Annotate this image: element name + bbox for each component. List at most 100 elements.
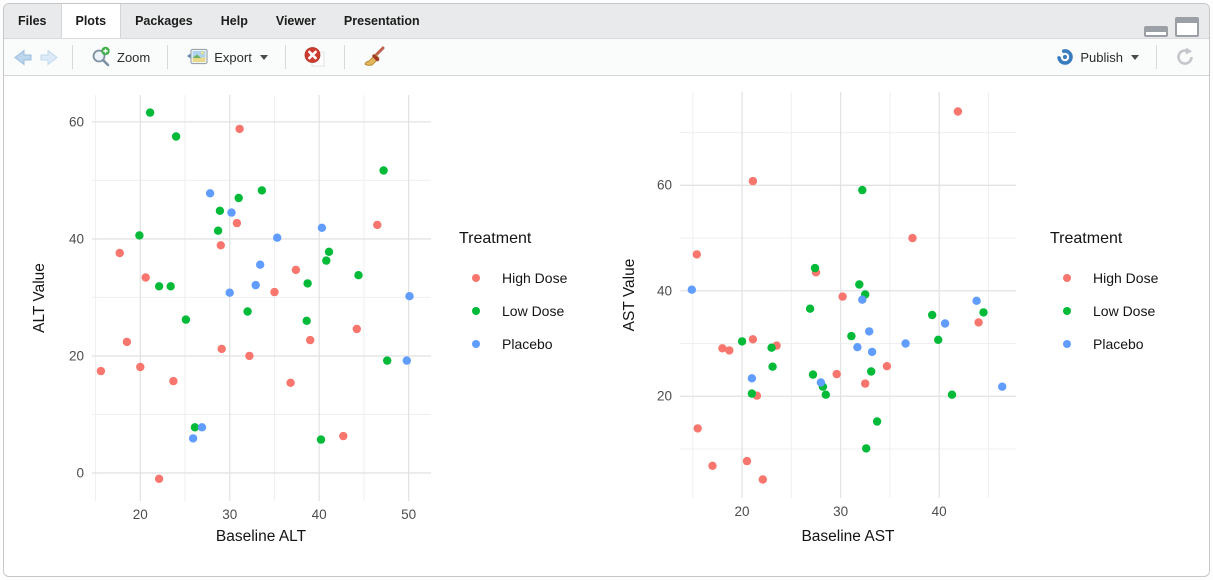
data-point [953,107,963,116]
data-point [235,124,244,134]
alt-x-axis-title: Baseline ALT [215,528,307,545]
maximize-pane-icon[interactable] [1175,17,1199,37]
tab-files[interactable]: Files [4,4,61,38]
data-point [286,378,295,387]
legend-item-high-dose: High Dose [459,261,567,294]
data-point [708,461,717,470]
back-icon[interactable] [12,48,33,67]
forward-icon[interactable] [39,48,60,67]
data-point [882,362,892,371]
data-point [832,369,841,379]
export-button[interactable]: Export [180,44,273,70]
data-point [216,241,225,250]
data-point [302,316,311,325]
alt-scatter-panel [92,95,431,501]
data-point [998,382,1007,391]
pane-window-controls [1144,4,1199,39]
data-point [213,226,223,235]
data-point [687,285,696,294]
data-point [135,231,144,240]
tab-presentation[interactable]: Presentation [330,4,434,38]
data-point [947,390,957,399]
ast-legend: Treatment High Dose Low Dose Placebo [1050,230,1158,360]
clear-all-plots-button[interactable] [357,42,391,72]
data-point [865,327,874,336]
clear-all-broom-icon [362,45,386,69]
ast-scatter-panel [680,92,1016,498]
data-point [270,287,279,297]
data-point [215,206,225,215]
legend-label: Low Dose [1093,302,1156,319]
data-point [972,296,981,305]
data-point [234,193,243,203]
data-point [928,310,937,320]
legend-label: High Dose [502,269,568,286]
ast-y-axis-title: AST Value [621,258,638,332]
data-point [316,435,326,444]
data-point [974,318,983,327]
data-point [251,280,260,290]
refresh-button[interactable] [1169,43,1201,71]
data-point [934,335,943,344]
minimize-pane-icon[interactable] [1144,26,1168,37]
low-dose-dot-icon [1063,306,1071,315]
tab-help-label: Help [220,14,248,28]
legend-label: Placebo [1093,335,1144,352]
alt-legend: Treatment High Dose Low Dose Placebo [459,230,567,360]
remove-plot-icon [303,46,327,68]
remove-plot-button[interactable] [298,43,332,71]
data-point [188,434,198,443]
data-point [908,233,917,243]
data-point [855,280,864,289]
data-point [816,378,826,387]
data-point [858,295,867,304]
data-point [718,344,727,353]
zoom-button[interactable]: Zoom [85,43,155,71]
data-point [145,108,155,117]
zoom-button-label: Zoom [117,49,151,65]
legend-item-low-dose: Low Dose [1050,294,1158,327]
data-point [861,379,870,388]
export-dropdown-caret [259,54,268,60]
data-point [122,337,132,347]
data-point [768,362,777,371]
data-point [862,444,871,453]
data-point [169,376,178,386]
data-point [379,166,388,175]
data-point [383,356,392,365]
toolbar-separator [1156,45,1157,69]
data-point [742,456,752,466]
data-point [115,248,124,258]
placebo-dot-icon [472,339,480,348]
data-point [324,247,334,256]
publish-icon [1055,47,1075,67]
publish-button[interactable]: Publish [1050,44,1144,70]
export-image-icon [185,47,209,67]
data-point [747,374,757,383]
tab-plots-label: Plots [75,14,107,28]
data-point [154,282,164,291]
data-point [810,263,820,273]
data-point [402,356,411,365]
high-dose-dot-icon [1063,273,1071,282]
tab-packages-label: Packages [135,14,193,28]
axis-tick-label: 60 [656,177,672,193]
tab-plots[interactable]: Plots [60,4,122,38]
data-point [821,390,830,399]
data-point [373,220,382,230]
axis-tick-label: 40 [311,507,327,522]
data-point [838,292,847,301]
high-dose-dot-icon [472,273,480,282]
data-point [847,331,856,341]
legend-label: Placebo [502,335,553,352]
data-point [197,423,207,432]
tab-packages[interactable]: Packages [121,4,207,38]
data-point [273,233,282,242]
tab-files-label: Files [18,14,47,28]
axis-tick-label: 60 [68,114,84,130]
tab-help[interactable]: Help [207,4,262,38]
tab-viewer[interactable]: Viewer [262,4,330,38]
legend-item-low-dose: Low Dose [459,294,567,327]
data-point [96,366,106,376]
